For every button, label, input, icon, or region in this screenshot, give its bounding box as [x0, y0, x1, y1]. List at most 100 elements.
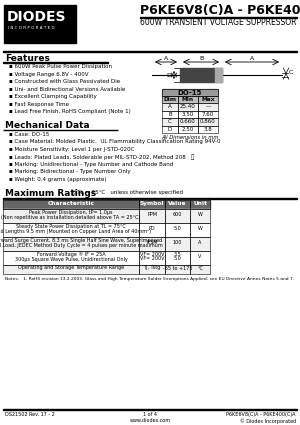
Bar [162, 103, 178, 110]
Text: Mechanical Data: Mechanical Data [5, 121, 90, 130]
Text: 100: 100 [173, 240, 182, 245]
Text: ▪ Case Material: Molded Plastic.  UL Flammability Classification Rating 94V-0: ▪ Case Material: Molded Plastic. UL Flam… [9, 139, 220, 144]
Bar [198, 110, 218, 118]
Bar [3, 209, 139, 223]
Bar [3, 251, 139, 265]
Text: A: A [250, 56, 254, 61]
Bar [139, 223, 165, 237]
Bar [162, 89, 218, 96]
Bar [165, 265, 190, 274]
Bar [190, 209, 210, 223]
Text: TJ, Tstg: TJ, Tstg [143, 266, 161, 270]
Text: Symbol: Symbol [140, 201, 164, 206]
Bar [190, 237, 210, 251]
Text: VF= 200V: VF= 200V [140, 257, 164, 261]
Bar [165, 251, 190, 265]
Text: DIODES: DIODES [7, 10, 67, 24]
Text: 5.0: 5.0 [174, 226, 182, 231]
Bar [165, 209, 190, 223]
Text: Forward Voltage ® IF = 25A: Forward Voltage ® IF = 25A [37, 251, 105, 257]
Text: Peak Power Dissipation, tP= 1.0μs: Peak Power Dissipation, tP= 1.0μs [29, 210, 113, 215]
Text: C: C [289, 70, 293, 74]
Bar [162, 103, 178, 110]
Bar [198, 118, 218, 125]
Bar [190, 251, 210, 265]
Text: PPM: PPM [147, 212, 157, 217]
Text: Max: Max [201, 97, 215, 102]
Bar [139, 209, 165, 223]
Text: ▪ Excellent Clamping Capability: ▪ Excellent Clamping Capability [9, 94, 97, 99]
Bar [178, 125, 198, 133]
Text: 600W TRANSIENT VOLTAGE SUPPRESSOR: 600W TRANSIENT VOLTAGE SUPPRESSOR [140, 18, 296, 27]
Bar [190, 265, 210, 274]
Bar [162, 96, 178, 103]
Bar [139, 223, 165, 237]
Bar [178, 110, 198, 118]
Text: Value: Value [168, 201, 187, 206]
Bar [162, 118, 178, 125]
Bar [178, 118, 198, 125]
Bar [3, 409, 297, 410]
Text: Peak Forward Surge Current, 8.3 ms Single Half Sine Wave, Superimposed: Peak Forward Surge Current, 8.3 ms Singl… [0, 238, 162, 243]
Bar [139, 251, 165, 265]
Bar [178, 96, 198, 103]
Bar [165, 265, 190, 274]
Bar [165, 209, 190, 223]
Text: Lead Lengths 9.5 mm (Mounted on Copper Land Area of 40mm²): Lead Lengths 9.5 mm (Mounted on Copper L… [0, 229, 151, 233]
Text: ▪ Leads: Plated Leads, Solderable per MIL-STD-202, Method 208   ⓘ: ▪ Leads: Plated Leads, Solderable per MI… [9, 154, 194, 160]
Bar [190, 209, 210, 223]
Text: Maximum Ratings: Maximum Ratings [5, 189, 96, 198]
Text: D: D [166, 73, 171, 77]
Text: Features: Features [5, 54, 50, 63]
Text: 1 of 4: 1 of 4 [143, 412, 157, 417]
Bar [165, 200, 190, 209]
Bar [198, 103, 218, 110]
Text: 5.0: 5.0 [174, 257, 182, 261]
Text: www.diodes.com: www.diodes.com [129, 418, 171, 423]
Bar [140, 17, 297, 18]
Bar [190, 223, 210, 237]
Bar [162, 118, 178, 125]
Bar [198, 96, 218, 103]
Text: ▪ Case: DO-15: ▪ Case: DO-15 [9, 131, 49, 136]
Text: B: B [168, 111, 172, 116]
Text: 3.5: 3.5 [174, 252, 182, 257]
Bar [139, 200, 165, 209]
Text: C: C [168, 119, 172, 124]
Bar [165, 223, 190, 237]
Bar [3, 223, 139, 237]
Bar [165, 251, 190, 265]
Text: Steady State Power Dissipation at TL = 75°C: Steady State Power Dissipation at TL = 7… [16, 224, 126, 229]
Text: All Dimensions in mm: All Dimensions in mm [161, 135, 219, 140]
Text: ▪ Constructed with Glass Passivated Die: ▪ Constructed with Glass Passivated Die [9, 79, 120, 84]
Bar [198, 110, 218, 118]
Bar [139, 251, 165, 265]
Bar [190, 223, 210, 237]
Text: 2.50: 2.50 [182, 127, 194, 131]
Text: ▪ Uni- and Bidirectional Versions Available: ▪ Uni- and Bidirectional Versions Availa… [9, 87, 125, 91]
Bar [3, 237, 139, 251]
Bar [180, 68, 222, 82]
Bar [190, 200, 210, 209]
Bar [178, 103, 198, 110]
Text: 600: 600 [173, 212, 182, 217]
Bar [139, 209, 165, 223]
Text: ▪ Lead Free Finish, RoHS Compliant (Note 1): ▪ Lead Free Finish, RoHS Compliant (Note… [9, 109, 131, 114]
Text: P6KE6V8(C)A - P6KE400(C)A: P6KE6V8(C)A - P6KE400(C)A [140, 4, 300, 17]
Bar [178, 118, 198, 125]
Bar [190, 200, 210, 209]
Text: Min: Min [182, 97, 194, 102]
Text: @TL = 25°C   unless otherwise specified: @TL = 25°C unless otherwise specified [70, 190, 183, 195]
Text: Notes:   1. RoHS revision 13.2.2003. Glass and High Temperature Solder Exemption: Notes: 1. RoHS revision 13.2.2003. Glass… [5, 277, 294, 281]
Bar [0, 0, 300, 52]
Text: —: — [205, 104, 211, 109]
Bar [190, 251, 210, 265]
Bar [198, 125, 218, 133]
Bar [3, 223, 139, 237]
Text: VF= 200V: VF= 200V [140, 252, 164, 257]
Bar [190, 265, 210, 274]
Text: 0.660: 0.660 [180, 119, 196, 124]
Bar [162, 89, 218, 96]
Text: °C: °C [197, 266, 203, 270]
Text: P6KE6V8(C)A - P6KE400(C)A: P6KE6V8(C)A - P6KE400(C)A [226, 412, 296, 417]
